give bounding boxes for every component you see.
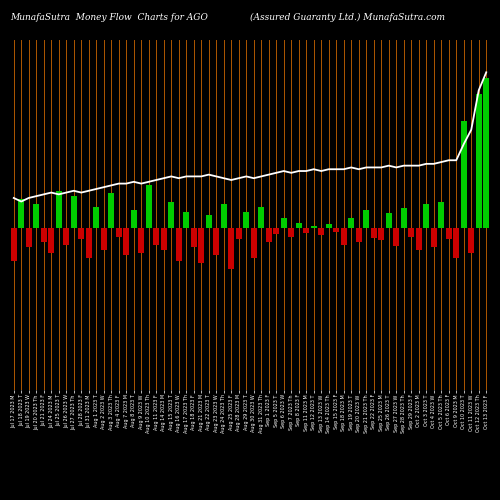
Bar [446,228,452,239]
Text: (Assured Guaranty Ltd.) MunafaSutra.com: (Assured Guaranty Ltd.) MunafaSutra.com [250,12,445,22]
Bar [416,228,422,250]
Bar [318,228,324,235]
Bar [296,223,302,228]
Bar [304,228,309,233]
Bar [274,228,279,234]
Bar [184,212,189,228]
Bar [348,218,354,228]
Bar [11,228,16,261]
Bar [311,226,316,228]
Bar [394,228,399,246]
Bar [221,204,226,229]
Bar [431,228,436,248]
Bar [408,228,414,237]
Bar [34,204,39,229]
Bar [484,78,489,229]
Bar [266,228,272,242]
Bar [251,228,256,258]
Bar [56,191,62,228]
Bar [281,218,286,228]
Bar [476,94,482,228]
Bar [94,207,99,229]
Bar [461,121,466,228]
Bar [326,224,332,228]
Bar [154,228,159,244]
Bar [288,228,294,236]
Bar [236,228,242,239]
Bar [438,202,444,228]
Bar [138,228,144,252]
Bar [71,196,76,228]
Bar [356,228,362,242]
Bar [364,210,369,229]
Bar [244,212,249,228]
Bar [168,202,174,228]
Bar [401,208,406,229]
Bar [176,228,182,261]
Bar [86,228,92,258]
Bar [258,207,264,229]
Bar [468,228,474,252]
Text: MunafaSutra  Money Flow  Charts for AGO: MunafaSutra Money Flow Charts for AGO [10,12,208,22]
Bar [131,210,136,229]
Bar [101,228,106,250]
Bar [191,228,196,248]
Bar [108,194,114,228]
Bar [214,228,219,256]
Bar [116,228,121,236]
Bar [454,228,459,258]
Bar [161,228,166,250]
Bar [424,204,429,229]
Bar [386,214,392,228]
Bar [78,228,84,239]
Bar [334,228,339,232]
Bar [124,228,129,256]
Bar [371,228,376,238]
Bar [341,228,346,244]
Bar [378,228,384,240]
Bar [198,228,204,264]
Bar [146,186,152,228]
Bar [18,199,24,228]
Bar [41,228,46,242]
Bar [48,228,54,252]
Bar [206,215,212,228]
Bar [64,228,69,244]
Bar [228,228,234,269]
Bar [26,228,32,248]
